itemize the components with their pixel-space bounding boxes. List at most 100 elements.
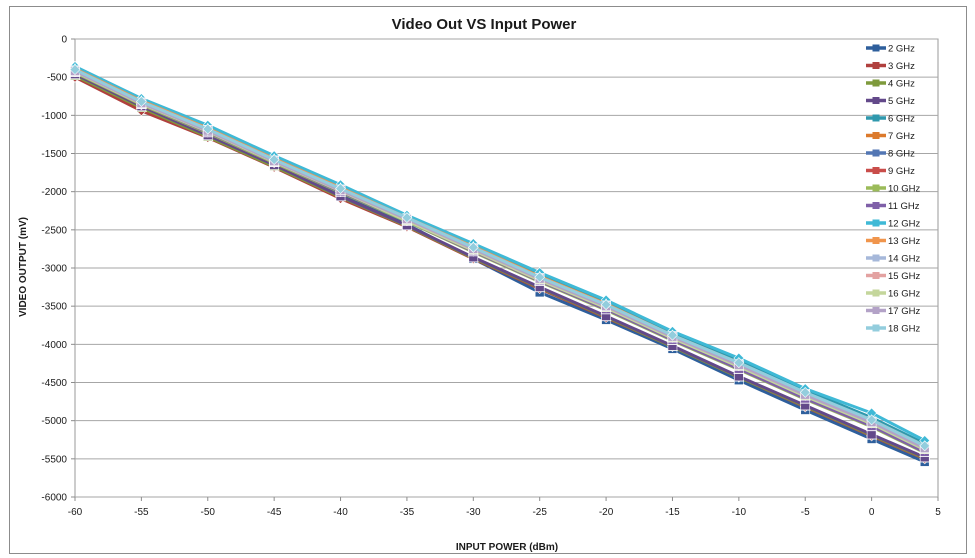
x-tick-label: -60	[68, 507, 83, 518]
legend-item: 6 GHz	[866, 114, 915, 125]
legend-marker	[872, 254, 880, 262]
data-point	[667, 329, 678, 341]
legend-item: 7 GHz	[866, 131, 915, 142]
legend-item: 9 GHz	[866, 166, 915, 177]
x-tick-label: -50	[201, 507, 216, 518]
y-axis-ticks: 0 -500 -1000 -1500 -2000 -2500 -3000 -3500 -4000…	[41, 35, 75, 504]
legend-marker	[872, 132, 880, 139]
y-tick-label: -6000	[41, 493, 67, 504]
legend-item: 8 GHz	[866, 149, 915, 160]
y-tick-label: -2500	[41, 225, 67, 236]
data-point	[202, 123, 214, 135]
data-point	[866, 429, 877, 440]
legend-marker	[872, 149, 880, 157]
series-18-ghz	[69, 64, 931, 452]
legend-item: 13 GHz	[866, 236, 920, 247]
legend-label: 15 GHz	[888, 271, 920, 282]
x-axis-title: INPUT POWER (dBm)	[456, 542, 558, 553]
series-line	[74, 72, 926, 459]
y-tick-label: -4500	[41, 378, 67, 389]
legend-item: 15 GHz	[866, 271, 920, 282]
legend-marker	[872, 272, 880, 279]
legend-label: 14 GHz	[888, 254, 920, 265]
legend-marker	[872, 202, 880, 209]
legend-label: 10 GHz	[888, 184, 920, 195]
x-tick-label: 0	[869, 507, 875, 518]
legend-label: 17 GHz	[888, 306, 920, 317]
legend-label: 5 GHz	[888, 96, 915, 107]
legend-item: 14 GHz	[866, 254, 920, 265]
legend-marker	[872, 167, 880, 174]
y-tick-label: -500	[47, 73, 67, 84]
legend-marker	[872, 237, 880, 244]
x-tick-label: -35	[400, 507, 415, 518]
y-tick-label: 0	[61, 35, 67, 46]
legend-item: 5 GHz	[866, 96, 915, 107]
y-tick-label: -1500	[41, 149, 67, 160]
y-tick-label: -3000	[41, 264, 67, 275]
legend-label: 4 GHz	[888, 79, 915, 90]
legend-label: 13 GHz	[888, 236, 920, 247]
legend-marker	[872, 289, 880, 297]
legend-marker	[872, 307, 880, 314]
legend-label: 18 GHz	[888, 324, 920, 335]
legend-marker	[872, 324, 880, 332]
data-point	[268, 154, 280, 166]
legend-marker	[872, 114, 880, 122]
data-point	[866, 414, 878, 426]
y-tick-label: -5000	[41, 416, 67, 427]
series-line	[74, 68, 926, 448]
x-axis-ticks: -60 -55 -50 -45 -40 -35 -30 -25 -20 -15 -10 -5 0 5	[68, 497, 941, 518]
data-point	[799, 386, 811, 398]
x-tick-label: -10	[732, 507, 747, 518]
x-tick-label: -25	[532, 507, 547, 518]
x-tick-label: -15	[665, 507, 680, 518]
legend-item: 2 GHz	[866, 44, 915, 55]
x-tick-label: -55	[134, 507, 149, 518]
data-point	[335, 183, 346, 195]
legend-item: 11 GHz	[866, 201, 920, 212]
legend-marker	[872, 97, 880, 104]
series-line	[74, 65, 926, 442]
legend-item: 10 GHz	[866, 184, 920, 195]
gridlines	[75, 38, 938, 498]
legend-marker	[872, 44, 880, 52]
y-tick-label: -5500	[41, 454, 67, 465]
x-tick-label: -20	[599, 507, 614, 518]
x-tick-label: -45	[267, 507, 282, 518]
legend-item: 3 GHz	[866, 61, 915, 72]
x-tick-label: -5	[801, 507, 810, 518]
chart-frame: Video Out VS Input Power 0 -500 -1000 -1500…	[9, 6, 967, 554]
legend-label: 7 GHz	[888, 131, 915, 142]
legend-label: 9 GHz	[888, 166, 915, 177]
legend-marker	[872, 79, 880, 87]
legend-label: 11 GHz	[888, 201, 920, 212]
data-point	[69, 64, 81, 75]
y-tick-label: -4000	[41, 340, 67, 351]
legend-item: 4 GHz	[866, 79, 915, 90]
line-chart: Video Out VS Input Power 0-500-1000-1500…	[18, 16, 941, 553]
y-tick-label: -1000	[41, 111, 67, 122]
legend: 2 GHz 3 GHz 4 GHz 5 GHz 6 GHz 7 GHz 8 GHz 9 GHz…	[866, 44, 920, 335]
x-tick-label: -40	[333, 507, 348, 518]
legend-item: 18 GHz	[866, 324, 920, 335]
series-lines	[69, 61, 931, 467]
legend-item: 17 GHz	[866, 306, 920, 317]
chart-title: Video Out VS Input Power	[392, 16, 577, 33]
data-point	[919, 440, 931, 452]
data-point	[135, 96, 147, 108]
data-point	[467, 241, 479, 253]
legend-item: 12 GHz	[866, 219, 920, 230]
legend-label: 2 GHz	[888, 44, 915, 55]
legend-item: 16 GHz	[866, 289, 920, 300]
legend-label: 12 GHz	[888, 219, 920, 230]
data-point	[733, 357, 745, 369]
data-point	[600, 299, 612, 311]
legend-marker	[872, 62, 880, 69]
legend-label: 3 GHz	[888, 61, 915, 72]
x-tick-label: 5	[935, 507, 941, 518]
y-tick-label: -2000	[41, 187, 67, 198]
legend-marker	[872, 219, 880, 227]
legend-label: 16 GHz	[888, 289, 920, 300]
y-axis-title: VIDEO OUTPUT (mV)	[18, 217, 29, 317]
